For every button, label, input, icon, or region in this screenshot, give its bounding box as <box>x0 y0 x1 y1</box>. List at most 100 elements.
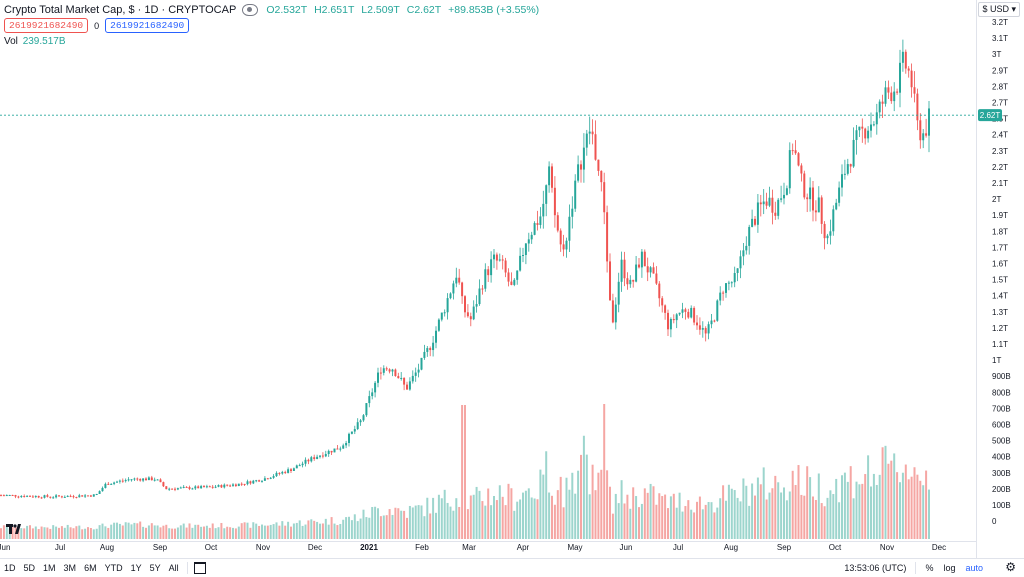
candle-body <box>205 486 208 488</box>
volume-bar <box>130 524 133 539</box>
volume-bar <box>31 528 34 539</box>
candle-body <box>75 497 78 499</box>
calendar-icon[interactable] <box>193 562 206 574</box>
candle-body <box>922 133 925 141</box>
y-tick-label: 2.7T <box>992 99 1008 108</box>
volume-bar <box>881 447 884 539</box>
candle-body <box>278 472 281 474</box>
eye-icon[interactable] <box>242 4 259 16</box>
candle-body <box>414 372 417 376</box>
volume-bar <box>913 467 916 539</box>
candle-body <box>377 372 379 383</box>
candle-body <box>440 312 443 320</box>
volume-bar <box>449 506 452 539</box>
volume-bar <box>580 454 582 539</box>
auto-toggle[interactable]: auto <box>965 563 983 573</box>
candle-body <box>588 131 591 134</box>
volume-bar <box>458 506 461 539</box>
gear-icon[interactable]: ⚙ <box>1005 560 1016 574</box>
candle-body <box>875 112 878 125</box>
candle-body <box>429 348 432 351</box>
candle-body <box>643 251 646 267</box>
volume-bar <box>838 502 841 539</box>
timeframe-6m[interactable]: 6M <box>84 563 97 573</box>
volume-bar <box>513 510 516 539</box>
candle-body <box>788 150 791 189</box>
volume-bar <box>324 518 327 539</box>
candle-body <box>730 282 733 284</box>
volume-bar <box>211 523 214 539</box>
candle-body <box>89 495 92 497</box>
y-tick-label: 300B <box>992 469 1011 478</box>
candle-body <box>791 150 794 152</box>
candle-body <box>606 212 609 262</box>
volume-bar <box>464 405 466 539</box>
tradingview-logo-icon <box>6 524 21 534</box>
percent-toggle[interactable]: % <box>925 563 934 573</box>
volume-bar <box>66 524 69 539</box>
chart-area[interactable]: 3.2T3.1T3T2.9T2.8T2.7T2.5T2.4T2.3T2.2T2.… <box>0 0 1024 558</box>
timeframe-ytd[interactable]: YTD <box>104 563 123 573</box>
candle-body <box>614 304 617 323</box>
volume-bar <box>646 492 649 539</box>
volume-bar <box>234 528 237 539</box>
candle-body <box>234 484 237 486</box>
clock-time[interactable]: 13:53:06 (UTC) <box>844 563 907 573</box>
volume-bar <box>310 519 313 539</box>
candle-body <box>487 269 490 276</box>
y-tick-label: 400B <box>992 453 1011 462</box>
currency-selector[interactable]: $ USD ▾ <box>978 2 1020 17</box>
candle-body <box>542 203 545 217</box>
candle-body <box>348 433 350 444</box>
log-toggle[interactable]: log <box>943 563 956 573</box>
candle-body <box>901 51 904 63</box>
volume-bar <box>675 507 678 539</box>
volume-bar <box>5 525 8 539</box>
candle-body <box>852 139 855 167</box>
volume-bar <box>785 500 788 539</box>
candle-body <box>681 309 684 313</box>
timeframe-1d[interactable]: 1D <box>4 563 16 573</box>
volume-bar <box>411 507 414 539</box>
candle-body <box>632 279 635 282</box>
volume-bar <box>754 495 756 539</box>
timeframe-3m[interactable]: 3M <box>63 563 77 573</box>
volume-bar <box>855 481 858 539</box>
candle-body <box>522 255 524 257</box>
timeframe-1m[interactable]: 1M <box>43 563 56 573</box>
timeframe-all[interactable]: All <box>168 563 179 573</box>
candle-body <box>472 306 475 320</box>
buy-button[interactable]: 2619921682490 <box>105 18 190 33</box>
timeframe-5y[interactable]: 5Y <box>149 563 161 573</box>
legend-header: Crypto Total Market Cap, $ · 1D · CRYPTO… <box>4 4 543 16</box>
timeframe-1y[interactable]: 1Y <box>130 563 142 573</box>
volume-bar <box>185 527 188 539</box>
candle-body <box>287 469 290 473</box>
candle-body <box>646 266 649 273</box>
candle-body <box>420 357 423 370</box>
volume-bar <box>771 488 774 539</box>
volume-bar <box>116 522 118 539</box>
candle-body <box>484 269 487 289</box>
volume-bar <box>182 523 185 539</box>
price-chart[interactable]: 3.2T3.1T3T2.9T2.8T2.7T2.5T2.4T2.3T2.2T2.… <box>0 0 1024 558</box>
candle-body <box>365 403 368 416</box>
candle-body <box>11 494 14 496</box>
candle-body <box>890 92 893 102</box>
timeframe-5d[interactable]: 5D <box>23 563 36 573</box>
candle-body <box>136 478 139 480</box>
candle-body <box>307 459 310 462</box>
symbol-title[interactable]: Crypto Total Market Cap, $ · 1D · CRYPTO… <box>4 4 237 16</box>
candle-body <box>327 450 330 455</box>
volume-bar <box>237 526 240 539</box>
candle-body <box>321 455 324 457</box>
sell-button[interactable]: 2619921682490 <box>4 18 89 33</box>
candle-body <box>145 478 147 481</box>
candle-body <box>907 68 910 71</box>
y-tick-label: 2.2T <box>992 163 1008 172</box>
open-value: O2.532T <box>266 4 308 16</box>
volume-bar <box>864 474 867 539</box>
volume-bar <box>205 525 208 539</box>
candle-body <box>800 165 803 174</box>
volume-bar <box>626 494 629 539</box>
